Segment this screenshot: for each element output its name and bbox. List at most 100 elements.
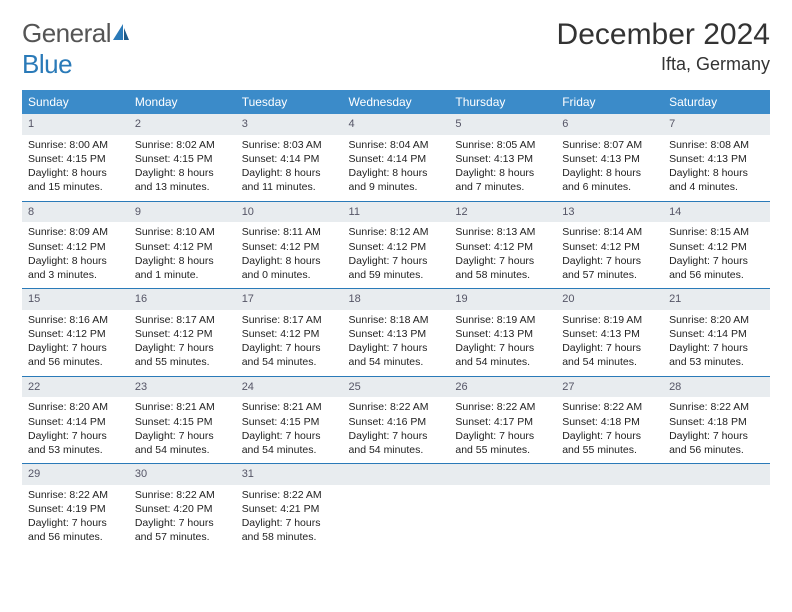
sunrise-line: Sunrise: 8:17 AM	[135, 313, 230, 327]
sunset-line: Sunset: 4:12 PM	[562, 240, 657, 254]
calendar-week: 29Sunrise: 8:22 AMSunset: 4:19 PMDayligh…	[22, 464, 770, 551]
calendar-cell: 30Sunrise: 8:22 AMSunset: 4:20 PMDayligh…	[129, 464, 236, 551]
daylight-line: Daylight: 7 hours and 58 minutes.	[455, 254, 550, 282]
sunrise-line: Sunrise: 8:19 AM	[562, 313, 657, 327]
daylight-line: Daylight: 7 hours and 57 minutes.	[135, 516, 230, 544]
sunrise-line: Sunrise: 8:22 AM	[669, 400, 764, 414]
day-details: Sunrise: 8:20 AMSunset: 4:14 PMDaylight:…	[663, 310, 770, 376]
sunrise-line: Sunrise: 8:21 AM	[242, 400, 337, 414]
sunrise-line: Sunrise: 8:22 AM	[242, 488, 337, 502]
day-number: 8	[22, 202, 129, 223]
daylight-line: Daylight: 8 hours and 9 minutes.	[349, 166, 444, 194]
calendar-cell: 27Sunrise: 8:22 AMSunset: 4:18 PMDayligh…	[556, 376, 663, 464]
sail-icon	[111, 22, 131, 42]
daylight-line: Daylight: 7 hours and 54 minutes.	[242, 341, 337, 369]
daylight-line: Daylight: 7 hours and 56 minutes.	[28, 341, 123, 369]
calendar-cell: 6Sunrise: 8:07 AMSunset: 4:13 PMDaylight…	[556, 114, 663, 201]
calendar-cell: 1Sunrise: 8:00 AMSunset: 4:15 PMDaylight…	[22, 114, 129, 201]
calendar-cell: 31Sunrise: 8:22 AMSunset: 4:21 PMDayligh…	[236, 464, 343, 551]
day-details	[343, 485, 450, 494]
calendar-cell: 8Sunrise: 8:09 AMSunset: 4:12 PMDaylight…	[22, 201, 129, 289]
sunset-line: Sunset: 4:12 PM	[242, 240, 337, 254]
day-number	[343, 464, 450, 485]
daylight-line: Daylight: 8 hours and 4 minutes.	[669, 166, 764, 194]
sunset-line: Sunset: 4:12 PM	[135, 327, 230, 341]
day-details	[556, 485, 663, 494]
day-details: Sunrise: 8:00 AMSunset: 4:15 PMDaylight:…	[22, 135, 129, 201]
sunrise-line: Sunrise: 8:02 AM	[135, 138, 230, 152]
day-number: 1	[22, 114, 129, 135]
day-number: 16	[129, 289, 236, 310]
day-number: 22	[22, 377, 129, 398]
daylight-line: Daylight: 7 hours and 54 minutes.	[242, 429, 337, 457]
day-header: Thursday	[449, 90, 556, 114]
day-number: 10	[236, 202, 343, 223]
daylight-line: Daylight: 7 hours and 55 minutes.	[562, 429, 657, 457]
header: GeneralBlue December 2024 Ifta, Germany	[22, 18, 770, 80]
calendar-cell: 4Sunrise: 8:04 AMSunset: 4:14 PMDaylight…	[343, 114, 450, 201]
daylight-line: Daylight: 7 hours and 57 minutes.	[562, 254, 657, 282]
daylight-line: Daylight: 8 hours and 11 minutes.	[242, 166, 337, 194]
calendar-cell: 15Sunrise: 8:16 AMSunset: 4:12 PMDayligh…	[22, 289, 129, 377]
calendar-cell: 11Sunrise: 8:12 AMSunset: 4:12 PMDayligh…	[343, 201, 450, 289]
sunset-line: Sunset: 4:13 PM	[455, 327, 550, 341]
day-number	[663, 464, 770, 485]
sunset-line: Sunset: 4:14 PM	[349, 152, 444, 166]
sunrise-line: Sunrise: 8:20 AM	[669, 313, 764, 327]
sunrise-line: Sunrise: 8:00 AM	[28, 138, 123, 152]
day-number: 20	[556, 289, 663, 310]
daylight-line: Daylight: 8 hours and 13 minutes.	[135, 166, 230, 194]
day-details: Sunrise: 8:22 AMSunset: 4:19 PMDaylight:…	[22, 485, 129, 551]
day-header: Saturday	[663, 90, 770, 114]
daylight-line: Daylight: 7 hours and 54 minutes.	[349, 341, 444, 369]
sunset-line: Sunset: 4:20 PM	[135, 502, 230, 516]
daylight-line: Daylight: 7 hours and 56 minutes.	[669, 429, 764, 457]
day-number: 30	[129, 464, 236, 485]
day-number: 13	[556, 202, 663, 223]
sunrise-line: Sunrise: 8:20 AM	[28, 400, 123, 414]
sunrise-line: Sunrise: 8:11 AM	[242, 225, 337, 239]
day-header-row: Sunday Monday Tuesday Wednesday Thursday…	[22, 90, 770, 114]
sunrise-line: Sunrise: 8:16 AM	[28, 313, 123, 327]
day-details: Sunrise: 8:04 AMSunset: 4:14 PMDaylight:…	[343, 135, 450, 201]
daylight-line: Daylight: 8 hours and 15 minutes.	[28, 166, 123, 194]
sunrise-line: Sunrise: 8:22 AM	[455, 400, 550, 414]
sunrise-line: Sunrise: 8:15 AM	[669, 225, 764, 239]
sunrise-line: Sunrise: 8:03 AM	[242, 138, 337, 152]
day-number: 17	[236, 289, 343, 310]
sunset-line: Sunset: 4:13 PM	[455, 152, 550, 166]
day-number: 6	[556, 114, 663, 135]
sunset-line: Sunset: 4:13 PM	[669, 152, 764, 166]
day-number: 27	[556, 377, 663, 398]
day-number	[449, 464, 556, 485]
sunrise-line: Sunrise: 8:22 AM	[135, 488, 230, 502]
day-number: 3	[236, 114, 343, 135]
calendar-week: 1Sunrise: 8:00 AMSunset: 4:15 PMDaylight…	[22, 114, 770, 201]
day-details: Sunrise: 8:09 AMSunset: 4:12 PMDaylight:…	[22, 222, 129, 288]
daylight-line: Daylight: 8 hours and 6 minutes.	[562, 166, 657, 194]
calendar-cell: 9Sunrise: 8:10 AMSunset: 4:12 PMDaylight…	[129, 201, 236, 289]
day-number: 23	[129, 377, 236, 398]
day-header: Friday	[556, 90, 663, 114]
sunrise-line: Sunrise: 8:10 AM	[135, 225, 230, 239]
day-details	[663, 485, 770, 494]
day-details: Sunrise: 8:19 AMSunset: 4:13 PMDaylight:…	[556, 310, 663, 376]
calendar-cell: 5Sunrise: 8:05 AMSunset: 4:13 PMDaylight…	[449, 114, 556, 201]
daylight-line: Daylight: 7 hours and 54 minutes.	[562, 341, 657, 369]
day-number: 4	[343, 114, 450, 135]
calendar-cell: 13Sunrise: 8:14 AMSunset: 4:12 PMDayligh…	[556, 201, 663, 289]
sunset-line: Sunset: 4:12 PM	[669, 240, 764, 254]
daylight-line: Daylight: 7 hours and 55 minutes.	[455, 429, 550, 457]
day-details	[449, 485, 556, 494]
daylight-line: Daylight: 8 hours and 1 minute.	[135, 254, 230, 282]
sunrise-line: Sunrise: 8:08 AM	[669, 138, 764, 152]
day-details: Sunrise: 8:22 AMSunset: 4:20 PMDaylight:…	[129, 485, 236, 551]
sunset-line: Sunset: 4:12 PM	[28, 240, 123, 254]
day-details: Sunrise: 8:17 AMSunset: 4:12 PMDaylight:…	[236, 310, 343, 376]
day-number: 14	[663, 202, 770, 223]
day-header: Wednesday	[343, 90, 450, 114]
sunrise-line: Sunrise: 8:07 AM	[562, 138, 657, 152]
month-title: December 2024	[557, 18, 770, 52]
day-details: Sunrise: 8:22 AMSunset: 4:18 PMDaylight:…	[556, 397, 663, 463]
sunset-line: Sunset: 4:15 PM	[242, 415, 337, 429]
